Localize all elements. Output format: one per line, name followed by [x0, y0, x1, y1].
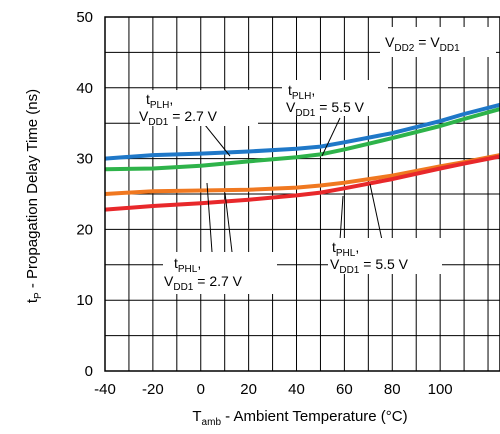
- svg-text:tPLH,: tPLH,: [288, 82, 315, 102]
- leader-phl-27-a: [206, 182, 213, 253]
- y-tick-label: 30: [76, 151, 93, 168]
- x-tick-label: -20: [142, 381, 164, 398]
- svg-text:VDD1 = 5.5 V: VDD1 = 5.5 V: [286, 99, 365, 119]
- x-tick-label: 0: [197, 381, 205, 398]
- leader-lines: [204, 117, 383, 253]
- leader-plh-55: [321, 117, 341, 157]
- svg-text:VDD2 = VDD1: VDD2 = VDD1: [385, 34, 460, 54]
- y-tick-label: 0: [85, 363, 93, 380]
- leader-phl-55-b: [369, 183, 383, 241]
- svg-text:tPHL,: tPHL,: [174, 255, 201, 275]
- x-tick-label: 80: [384, 381, 401, 398]
- series-line-1: [104, 102, 500, 161]
- label-tplh-27v: tPLH, VDD1 = 2.7 V: [139, 90, 258, 128]
- svg-text:tPHL,: tPHL,: [332, 239, 359, 259]
- y-tick-label: 50: [76, 9, 93, 26]
- series-line-2: [104, 153, 500, 196]
- y-tick-label: 10: [76, 292, 93, 309]
- x-tick-label: 20: [240, 381, 257, 398]
- svg-text:VDD1 = 5.5 V: VDD1 = 5.5 V: [330, 256, 409, 276]
- x-tick-label: 60: [336, 381, 353, 398]
- x-axis-label: Tamb - Ambient Temperature (°C): [192, 408, 407, 428]
- label-tplh-55v: tPLH, VDD1 = 5.5 V: [282, 80, 388, 119]
- condition-annotation: VDD2 = VDD1: [380, 27, 496, 57]
- y-axis-label: tP - Propagation Delay Time (ns): [24, 89, 44, 303]
- svg-text:VDD1 = 2.7 V: VDD1 = 2.7 V: [139, 108, 218, 128]
- leader-phl-55-a: [339, 195, 344, 241]
- svg-text:VDD1 = 2.7 V: VDD1 = 2.7 V: [164, 273, 243, 293]
- series-line-0: [104, 107, 500, 172]
- x-tick-label: 100: [428, 381, 453, 398]
- series-line-3: [104, 154, 500, 212]
- x-tick-label: -40: [94, 381, 116, 398]
- series-lines: [104, 102, 500, 212]
- leader-phl-27-b: [224, 192, 233, 253]
- svg-text:tPLH,: tPLH,: [146, 91, 173, 111]
- x-tick-label: 40: [288, 381, 305, 398]
- label-tphl-27v: tPHL, VDD1 = 2.7 V: [163, 252, 277, 294]
- plot-frame: [104, 16, 500, 372]
- y-tick-label: 20: [76, 221, 93, 238]
- y-tick-label: 40: [76, 80, 93, 97]
- label-tphl-55v: tPHL, VDD1 = 5.5 V: [328, 238, 442, 276]
- leader-plh-27: [204, 124, 231, 157]
- tick-labels: -40 -20 0 20 40 60 80 100 0 10 20 30 40 50: [76, 9, 452, 398]
